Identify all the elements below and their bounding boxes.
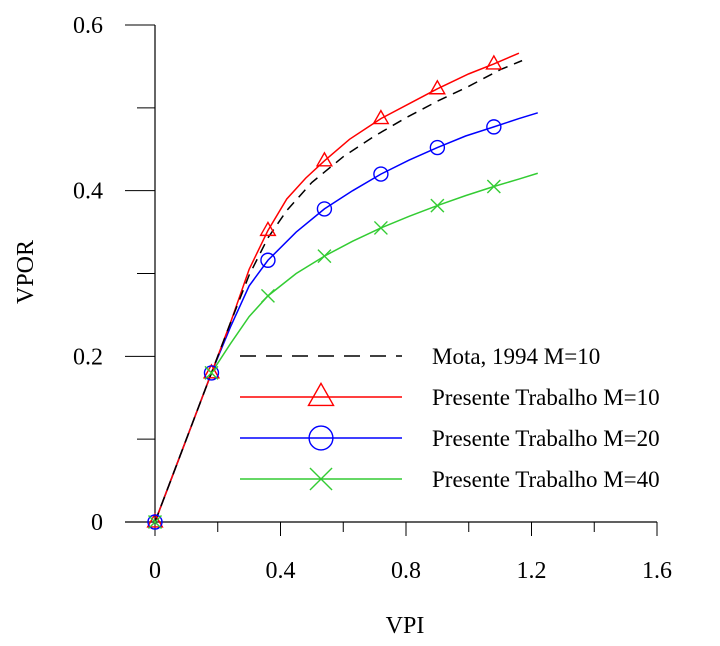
series-line-1 (154, 59, 523, 523)
y-tick-label: 0.4 (73, 179, 103, 205)
x-tick-label: 0 (149, 558, 161, 584)
data-point-series-4-stroke (204, 365, 219, 380)
data-point-series-3 (203, 365, 220, 381)
data-point-series-4 (430, 198, 445, 213)
x-tick-label: 0.4 (266, 558, 296, 584)
y-axis-label: VPOR (13, 240, 39, 304)
data-point-series-4-stroke (373, 220, 388, 235)
legend-label-2: Presente Trabalho M=10 (432, 385, 660, 410)
x-tick-label: 1.2 (517, 558, 547, 584)
data-point-series-4 (317, 249, 332, 264)
data-point-series-4 (148, 515, 162, 529)
y-tick-label: 0.6 (73, 13, 103, 39)
data-point-series-4-stroke (430, 198, 445, 213)
legend: Mota, 1994 M=10 Presente Trabalho M=10 Pre… (240, 344, 660, 492)
tick-labels: 0 0.4 0.8 1.2 1.6 0 0.2 0.4 0.6 (73, 13, 672, 584)
data-point-series-4-stroke (260, 288, 275, 303)
data-point-series-4-stroke (317, 249, 332, 264)
legend-marker-4-stroke (309, 467, 333, 491)
series-layer (146, 52, 538, 530)
axis-ticks (125, 24, 658, 536)
data-point-series-4-stroke (486, 179, 501, 194)
legend-label-1: Mota, 1994 M=10 (432, 344, 600, 369)
x-tick-label: 1.6 (642, 558, 672, 584)
legend-label-3: Presente Trabalho M=20 (432, 426, 660, 451)
series-line-2 (154, 52, 520, 523)
legend-marker-2 (307, 381, 335, 407)
data-point-series-2 (428, 79, 446, 95)
data-point-series-2 (315, 151, 333, 167)
data-point-series-2 (372, 109, 390, 125)
series-line-3 (154, 112, 538, 523)
data-point-series-4 (260, 288, 275, 303)
x-axis-label: VPI (386, 613, 425, 639)
data-point-series-2 (485, 54, 503, 70)
data-point-series-3 (147, 514, 163, 530)
data-point-series-4 (486, 179, 501, 194)
data-point-series-2 (259, 221, 277, 237)
data-point-series-3 (260, 252, 276, 268)
legend-label-4: Presente Trabalho M=40 (432, 467, 660, 492)
data-point-series-2 (146, 512, 164, 528)
data-point-series-3 (373, 166, 389, 182)
data-point-series-3 (429, 139, 446, 156)
data-point-series-3 (316, 201, 333, 217)
data-point-series-3 (486, 119, 502, 135)
data-point-series-2 (202, 363, 221, 379)
y-tick-label: 0.2 (73, 344, 103, 370)
data-point-series-4-stroke (148, 515, 162, 529)
y-tick-label: 0 (91, 510, 103, 536)
data-point-series-4 (204, 365, 219, 380)
legend-marker-4 (309, 467, 333, 491)
legend-marker-3 (308, 425, 334, 451)
data-point-series-4 (373, 220, 388, 235)
x-tick-label: 0.8 (391, 558, 421, 584)
